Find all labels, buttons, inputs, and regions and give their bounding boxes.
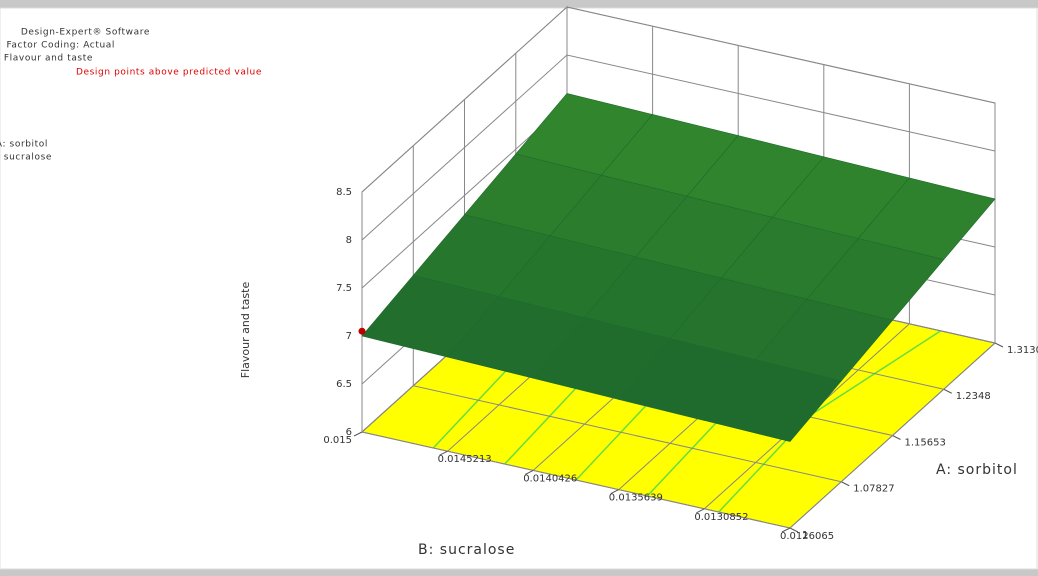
design-point <box>358 327 366 335</box>
y-tick-label: 0.015 <box>323 435 352 446</box>
surface-cell <box>703 359 842 442</box>
tick-mark <box>696 508 705 514</box>
x-tick-label: 1.31306 <box>1007 345 1038 356</box>
z-tick-label: 8.5 <box>336 187 352 198</box>
z-tick-label: 7 <box>346 331 352 342</box>
header-line: Design-Expert® Software <box>21 28 150 38</box>
y-tick-label: 0.0140426 <box>523 473 577 484</box>
tick-mark <box>892 435 901 440</box>
factor-line: X1 = A: sorbitol <box>0 140 48 150</box>
header-line: Design points above predicted value <box>76 68 262 78</box>
z-tick-label: 8 <box>346 235 352 246</box>
y-tick-label: 0.0126065 <box>780 531 834 542</box>
factor-line: X2 = B: sucralose <box>0 153 52 163</box>
tick-mark <box>841 481 850 487</box>
x-tick-label: 1.07827 <box>853 484 894 495</box>
y-axis-label: B: sucralose <box>418 542 515 558</box>
tick-mark <box>610 489 620 495</box>
grid-line <box>789 103 996 529</box>
tick-mark <box>439 450 448 456</box>
tick-mark <box>353 431 363 437</box>
y-tick-label: 0.0135639 <box>609 493 663 504</box>
z-axis-label: Flavour and taste <box>239 282 252 379</box>
x-tick-label: 1.15653 <box>905 438 946 449</box>
x-tick-label: 1 <box>802 530 808 541</box>
tick-mark <box>789 527 799 533</box>
z-tick-label: 6.5 <box>336 379 352 390</box>
x-tick-label: 1.2348 <box>956 391 991 402</box>
header-line: Factor Coding: Actual <box>6 41 115 51</box>
x-axis-label: A: sorbitol <box>936 462 1018 478</box>
y-tick-label: 0.0145213 <box>438 454 492 465</box>
grid-line <box>704 83 910 510</box>
y-tick-label: 0.0130852 <box>694 512 748 523</box>
z-tick-label: 6 <box>346 427 352 438</box>
frame-bottom <box>0 569 1038 576</box>
tick-mark <box>524 469 534 475</box>
frame-border <box>0 7 1038 570</box>
tick-mark <box>943 388 952 394</box>
tick-mark <box>781 527 791 533</box>
tick-mark <box>994 342 1004 348</box>
z-tick-label: 7.5 <box>336 283 352 294</box>
header-line: Flavour and taste <box>4 54 93 64</box>
frame-top <box>0 0 1038 8</box>
